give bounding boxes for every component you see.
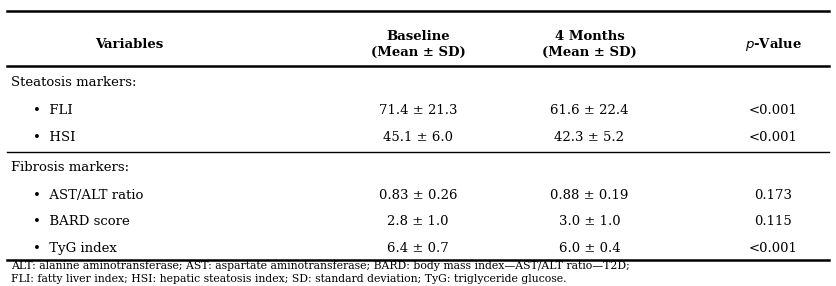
Text: 71.4 ± 21.3: 71.4 ± 21.3 <box>379 104 457 117</box>
Text: 6.4 ± 0.7: 6.4 ± 0.7 <box>387 242 449 255</box>
Text: 42.3 ± 5.2: 42.3 ± 5.2 <box>554 131 624 144</box>
Text: ALT: alanine aminotransferase; AST: aspartate aminotransferase; BARD: body mass : ALT: alanine aminotransferase; AST: aspa… <box>11 261 630 284</box>
Text: 6.0 ± 0.4: 6.0 ± 0.4 <box>558 242 620 255</box>
Text: 0.83 ± 0.26: 0.83 ± 0.26 <box>379 188 457 202</box>
Text: •  BARD score: • BARD score <box>33 215 130 228</box>
Text: 4 Months
(Mean ± SD): 4 Months (Mean ± SD) <box>542 29 637 59</box>
Text: 0.88 ± 0.19: 0.88 ± 0.19 <box>550 188 629 202</box>
Text: •  FLI: • FLI <box>33 104 74 117</box>
Text: •  AST/ALT ratio: • AST/ALT ratio <box>33 188 144 202</box>
Text: Fibrosis markers:: Fibrosis markers: <box>11 161 129 174</box>
Text: •  HSI: • HSI <box>33 131 76 144</box>
Text: 0.115: 0.115 <box>754 215 793 228</box>
Text: 61.6 ± 22.4: 61.6 ± 22.4 <box>550 104 629 117</box>
Text: Steatosis markers:: Steatosis markers: <box>11 76 136 90</box>
Text: 3.0 ± 1.0: 3.0 ± 1.0 <box>558 215 620 228</box>
Text: Variables: Variables <box>95 38 164 51</box>
Text: <0.001: <0.001 <box>749 131 798 144</box>
Text: $\mathit{p}$-Value: $\mathit{p}$-Value <box>745 36 802 53</box>
Text: Baseline
(Mean ± SD): Baseline (Mean ± SD) <box>370 29 466 59</box>
Text: 2.8 ± 1.0: 2.8 ± 1.0 <box>387 215 449 228</box>
Text: 45.1 ± 6.0: 45.1 ± 6.0 <box>383 131 453 144</box>
Text: •  TyG index: • TyG index <box>33 242 117 255</box>
Text: <0.001: <0.001 <box>749 242 798 255</box>
Text: 0.173: 0.173 <box>754 188 793 202</box>
Text: <0.001: <0.001 <box>749 104 798 117</box>
